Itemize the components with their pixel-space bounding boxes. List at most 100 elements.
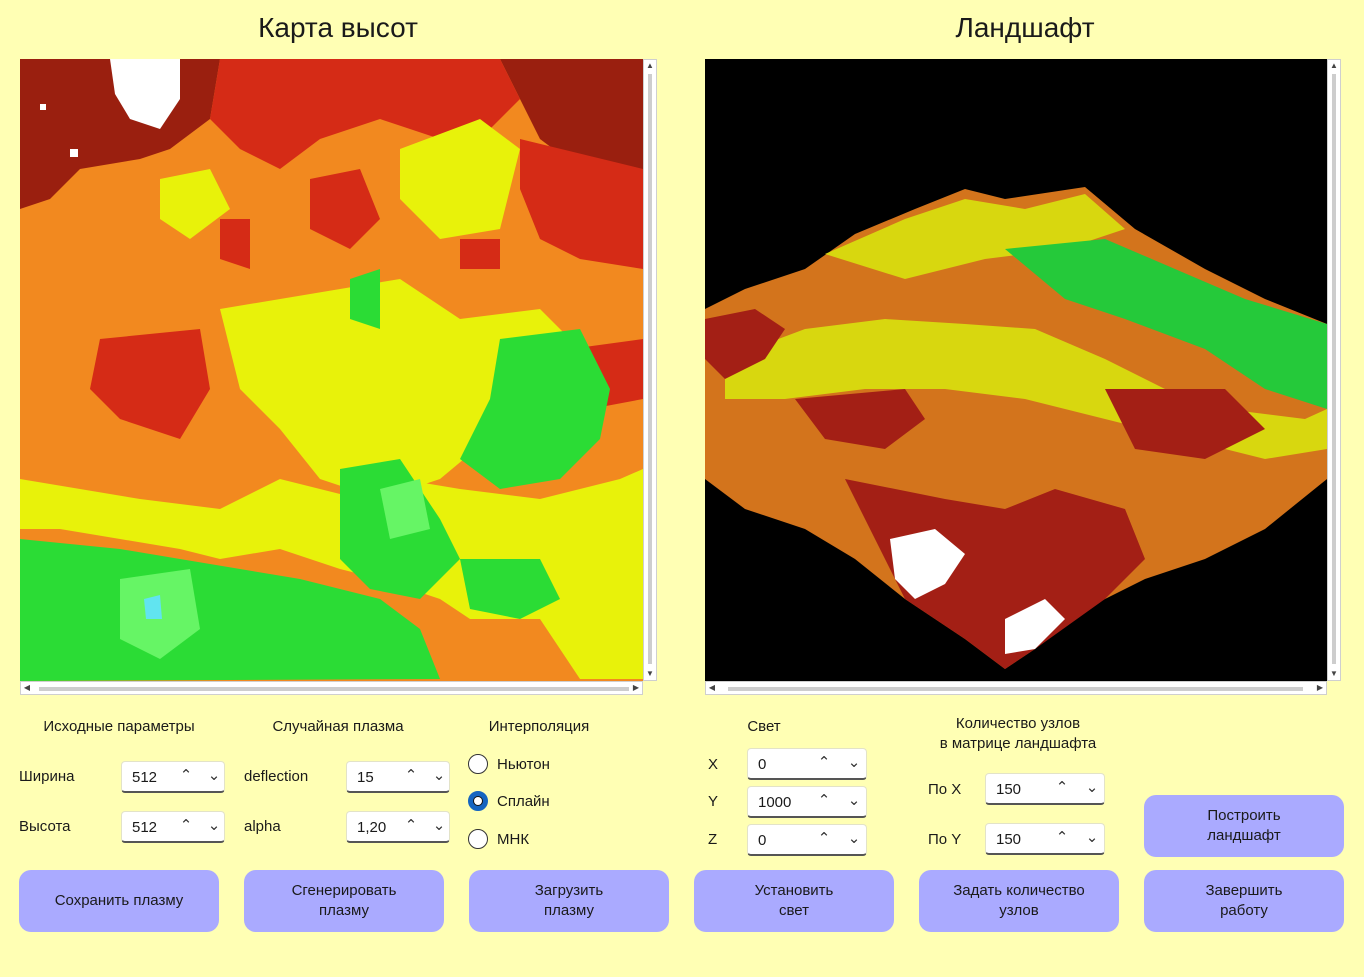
set-nodes-button[interactable]: Задать количество узлов <box>919 870 1119 932</box>
scroll-up-icon[interactable]: ▲ <box>646 61 654 70</box>
nodes-x-value[interactable]: 150 <box>996 781 1022 798</box>
heightmap-title: Карта высот <box>258 12 418 43</box>
save-plasma-button[interactable]: Сохранить плазму <box>19 870 219 932</box>
save-plasma-label: Сохранить плазму <box>54 892 184 909</box>
heightmap-vertical-scrollbar[interactable]: ▲ ▼ <box>643 59 657 681</box>
interpolation-option-label: Сплайн <box>497 793 550 810</box>
build-label-2: ландшафт <box>1207 827 1281 844</box>
set-nodes-label-1: Задать количество <box>953 882 1085 899</box>
chevron-down-icon[interactable]: ⌄ <box>847 792 861 809</box>
generate-label-1: Сгенерировать <box>291 882 397 899</box>
interpolation-option-label: Ньютон <box>497 756 550 773</box>
heightmap-canvas <box>20 59 643 681</box>
alpha-value[interactable]: 1,20 <box>357 819 387 836</box>
chevron-down-icon[interactable]: ⌄ <box>207 767 221 784</box>
set-light-label-1: Установить <box>754 882 834 899</box>
landscape-horizontal-scrollbar[interactable]: ◀ ▶ <box>705 681 1327 695</box>
chevron-up-icon[interactable]: ⌃ <box>817 792 831 809</box>
nodes-title-line2: в матрице ландшафта <box>939 735 1097 752</box>
nodes-title-line1: Количество узлов <box>955 715 1081 732</box>
chevron-down-icon[interactable]: ⌄ <box>432 817 446 834</box>
heightmap-horizontal-scrollbar[interactable]: ◀ ▶ <box>20 681 643 695</box>
width-value[interactable]: 512 <box>132 769 158 786</box>
deflection-label: deflection <box>244 768 309 785</box>
load-label-2: плазму <box>544 902 594 919</box>
chevron-down-icon[interactable]: ⌄ <box>207 817 221 834</box>
deflection-stepper[interactable]: 15 ⌃ ⌄ <box>346 761 450 793</box>
landscape-title: Ландшафт <box>955 12 1095 43</box>
scroll-left-icon[interactable]: ◀ <box>708 683 716 692</box>
exit-label-2: работу <box>1220 902 1268 919</box>
landscape-vertical-thumb[interactable] <box>1332 74 1336 664</box>
nodes-x-stepper[interactable]: 150 ⌃ ⌄ <box>985 773 1105 805</box>
scroll-right-icon[interactable]: ▶ <box>632 683 640 692</box>
nodes-y-stepper[interactable]: 150 ⌃ ⌄ <box>985 823 1105 855</box>
alpha-label: alpha <box>244 818 281 835</box>
light-x-value[interactable]: 0 <box>758 756 767 773</box>
source-params-title: Исходные параметры <box>43 718 195 735</box>
chevron-down-icon[interactable]: ⌄ <box>1085 779 1099 796</box>
light-y-stepper[interactable]: 1000 ⌃ ⌄ <box>747 786 867 818</box>
set-nodes-label-2: узлов <box>999 902 1039 919</box>
interpolation-option-label: МНК <box>497 831 530 848</box>
exit-button[interactable]: Завершить работу <box>1144 870 1344 932</box>
plasma-title: Случайная плазма <box>272 718 404 735</box>
heightmap-horizontal-thumb[interactable] <box>39 687 629 691</box>
chevron-up-icon[interactable]: ⌃ <box>179 767 193 784</box>
scroll-up-icon[interactable]: ▲ <box>1330 61 1338 70</box>
chevron-up-icon[interactable]: ⌃ <box>817 754 831 771</box>
set-light-button[interactable]: Установить свет <box>694 870 894 932</box>
chevron-down-icon[interactable]: ⌄ <box>847 754 861 771</box>
light-z-label: Z <box>708 831 718 848</box>
nodes-x-label: По X <box>928 781 962 798</box>
chevron-down-icon[interactable]: ⌄ <box>1085 829 1099 846</box>
height-stepper[interactable]: 512 ⌃ ⌄ <box>121 811 225 843</box>
light-z-value[interactable]: 0 <box>758 832 767 849</box>
radio-button[interactable] <box>468 754 488 774</box>
interpolation-option[interactable]: Ньютон <box>468 754 608 776</box>
chevron-down-icon[interactable]: ⌄ <box>432 767 446 784</box>
scroll-down-icon[interactable]: ▼ <box>1330 669 1338 678</box>
scroll-right-icon[interactable]: ▶ <box>1316 683 1324 692</box>
radio-button[interactable] <box>468 829 488 849</box>
light-title: Свет <box>747 718 781 735</box>
chevron-up-icon[interactable]: ⌃ <box>404 817 418 834</box>
generate-label-2: плазму <box>319 902 369 919</box>
chevron-down-icon[interactable]: ⌄ <box>847 830 861 847</box>
width-stepper[interactable]: 512 ⌃ ⌄ <box>121 761 225 793</box>
light-y-label: Y <box>708 793 719 810</box>
light-x-stepper[interactable]: 0 ⌃ ⌄ <box>747 748 867 780</box>
load-plasma-button[interactable]: Загрузить плазму <box>469 870 669 932</box>
chevron-up-icon[interactable]: ⌃ <box>817 830 831 847</box>
heightmap-vertical-thumb[interactable] <box>648 74 652 664</box>
chevron-up-icon[interactable]: ⌃ <box>1055 779 1069 796</box>
exit-label-1: Завершить <box>1205 882 1283 899</box>
interpolation-option[interactable]: МНК <box>468 829 608 851</box>
alpha-stepper[interactable]: 1,20 ⌃ ⌄ <box>346 811 450 843</box>
landscape-vertical-scrollbar[interactable]: ▲ ▼ <box>1327 59 1341 681</box>
scroll-left-icon[interactable]: ◀ <box>23 683 31 692</box>
chevron-up-icon[interactable]: ⌃ <box>404 767 418 784</box>
heightmap-image <box>20 59 643 681</box>
light-x-label: X <box>708 756 719 773</box>
landscape-image <box>705 59 1327 681</box>
nodes-y-value[interactable]: 150 <box>996 831 1022 848</box>
generate-plasma-button[interactable]: Сгенерировать плазму <box>244 870 444 932</box>
build-landscape-button[interactable]: Построить ландшафт <box>1144 795 1344 857</box>
radio-button[interactable] <box>468 791 488 811</box>
light-z-stepper[interactable]: 0 ⌃ ⌄ <box>747 824 867 856</box>
height-value[interactable]: 512 <box>132 819 158 836</box>
deflection-value[interactable]: 15 <box>357 769 374 786</box>
chevron-up-icon[interactable]: ⌃ <box>1055 829 1069 846</box>
nodes-y-label: По Y <box>928 831 962 848</box>
interpolation-option[interactable]: Сплайн <box>468 791 608 813</box>
set-light-label-2: свет <box>778 902 809 919</box>
scroll-down-icon[interactable]: ▼ <box>646 669 654 678</box>
landscape-horizontal-thumb[interactable] <box>728 687 1303 691</box>
build-label-1: Построить <box>1207 807 1281 824</box>
width-label: Ширина <box>19 768 75 785</box>
light-y-value[interactable]: 1000 <box>758 794 792 811</box>
chevron-up-icon[interactable]: ⌃ <box>179 817 193 834</box>
landscape-canvas <box>705 59 1327 681</box>
interpolation-title: Интерполяция <box>488 718 590 735</box>
